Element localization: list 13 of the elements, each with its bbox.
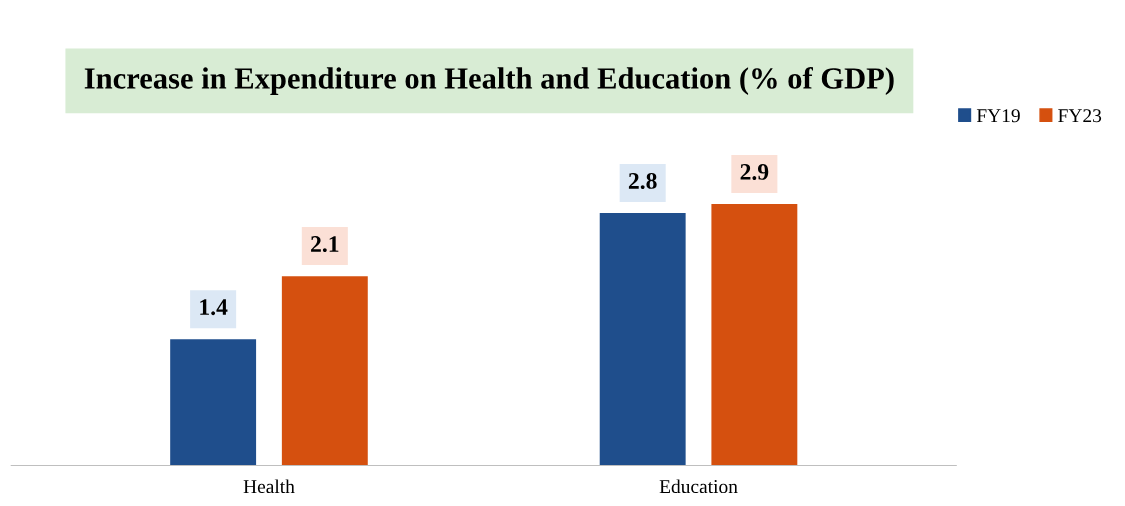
x-tick-label: Education xyxy=(659,479,738,494)
data-label: 2.9 xyxy=(740,163,769,180)
chart-title: Increase in Expenditure on Health and Education (% of GDP) xyxy=(84,66,894,95)
legend-label: FY23 xyxy=(1058,109,1102,123)
bar xyxy=(281,276,368,466)
bar xyxy=(711,204,798,466)
legend-label: FY19 xyxy=(976,109,1020,123)
bar xyxy=(170,339,257,466)
data-label: 2.8 xyxy=(628,172,657,189)
x-tick-label: Health xyxy=(243,479,295,494)
data-label: 2.1 xyxy=(311,236,339,253)
bar xyxy=(599,213,686,466)
data-label: 1.4 xyxy=(200,299,228,316)
